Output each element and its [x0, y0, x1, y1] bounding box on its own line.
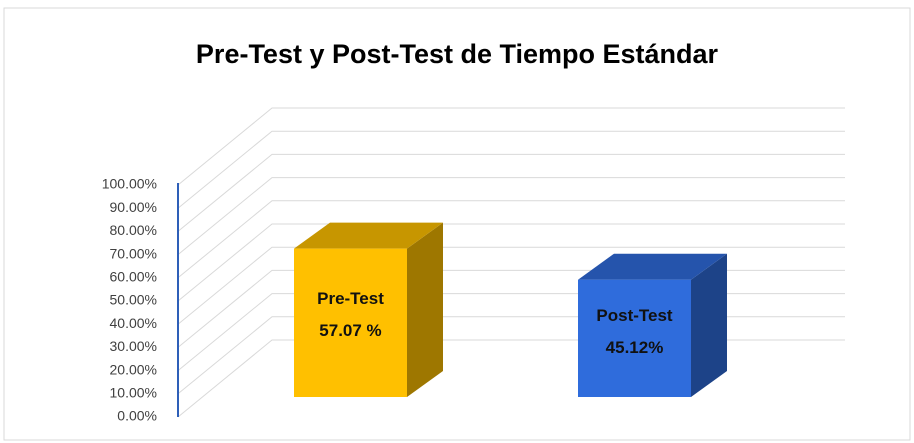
chart-title: Pre-Test y Post-Test de Tiempo Estándar — [196, 39, 719, 69]
y-tick-label: 0.00% — [117, 408, 157, 424]
grid-line — [177, 107, 845, 186]
grid-line — [177, 200, 845, 279]
data-label: 45.12% — [606, 338, 664, 357]
y-tick-label: 90.00% — [110, 199, 157, 215]
bar-side — [407, 222, 443, 397]
y-tick-label: 60.00% — [110, 269, 157, 285]
bar-category-label: Post-Test — [596, 306, 673, 325]
grid-line — [177, 130, 845, 209]
grid-line — [177, 223, 845, 302]
y-tick-label: 100.00% — [102, 176, 157, 192]
bar-category-label: Pre-Test — [317, 289, 384, 308]
y-tick-label: 40.00% — [110, 315, 157, 331]
bar-top — [294, 222, 443, 249]
y-tick-label: 30.00% — [110, 338, 157, 354]
bar-side — [691, 253, 727, 397]
data-label: 57.07 % — [319, 321, 381, 340]
y-tick-label: 10.00% — [110, 385, 157, 401]
y-tick-label: 70.00% — [110, 245, 157, 261]
grid-line — [177, 177, 845, 255]
bar-top — [578, 253, 727, 280]
bar — [294, 248, 407, 397]
y-tick-label: 80.00% — [110, 222, 157, 238]
y-tick-label: 20.00% — [110, 361, 157, 377]
y-tick-label: 50.00% — [110, 292, 157, 308]
grid-line — [177, 153, 845, 232]
bar — [578, 279, 691, 397]
grid-line — [177, 246, 845, 325]
